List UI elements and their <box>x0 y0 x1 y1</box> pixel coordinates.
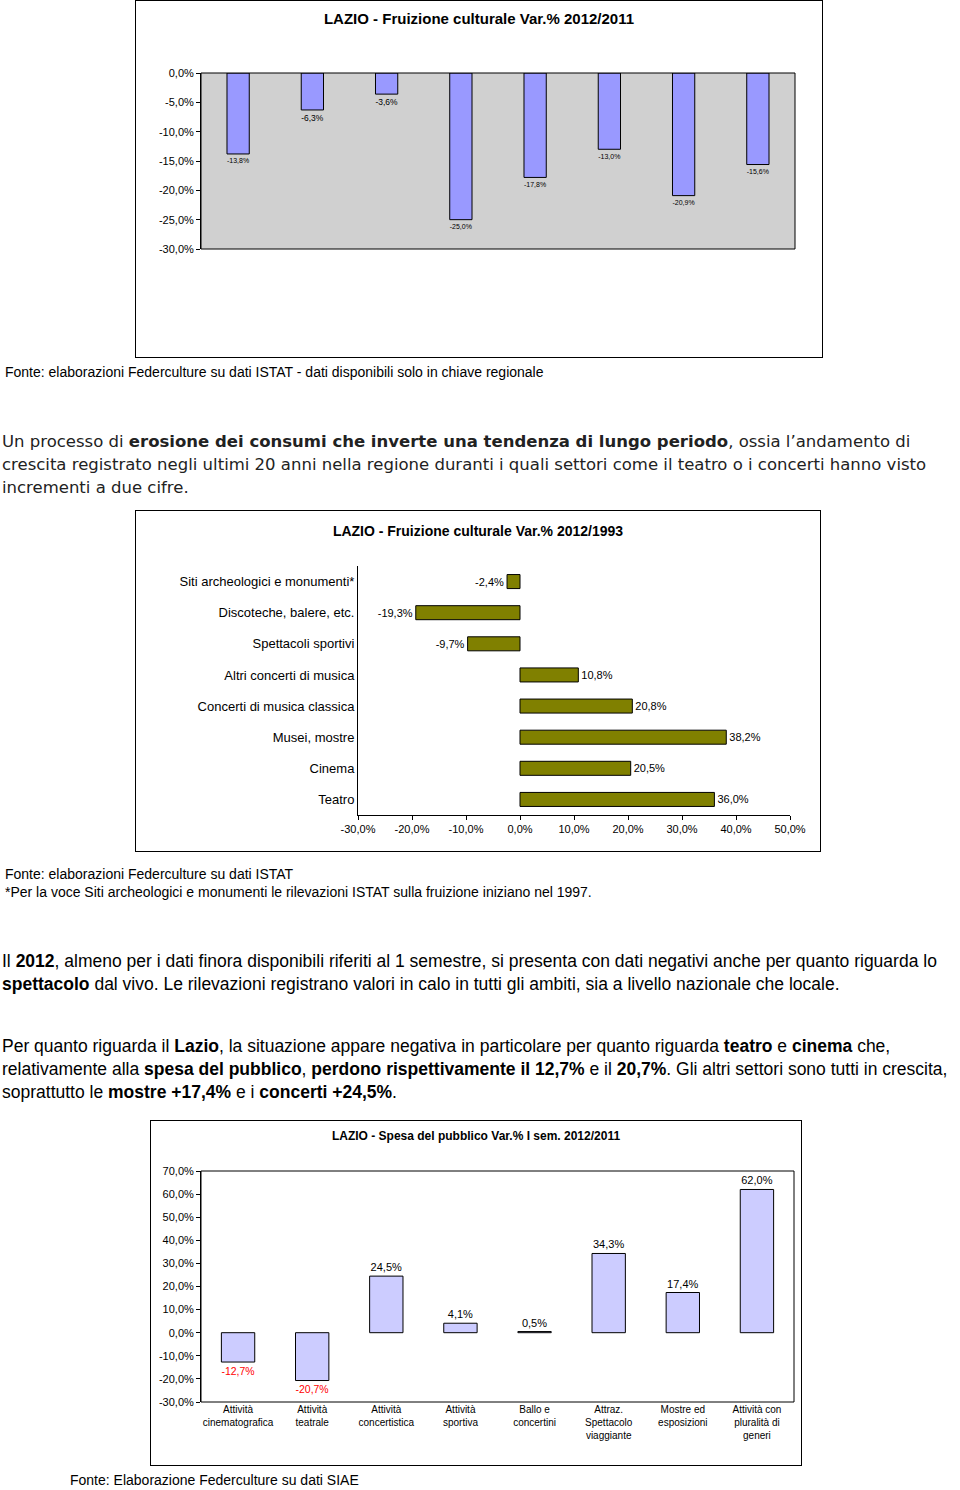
svg-text:30,0%: 30,0% <box>666 823 697 835</box>
svg-text:34,3%: 34,3% <box>593 1238 624 1250</box>
html-text:spettacolo dal vivo. Le rileva: spettacolo dal vivo. Le rilevazioni regi… <box>2 974 840 994</box>
svg-text:-20,0%: -20,0% <box>395 823 430 835</box>
svg-text:-30,0%: -30,0% <box>159 243 194 255</box>
svg-text:Attraz.Spettacoloviaggiante: Attraz.Spettacoloviaggiante <box>585 1404 633 1441</box>
svg-text:20,0%: 20,0% <box>612 823 643 835</box>
svg-text:-10,0%: -10,0% <box>159 126 194 138</box>
svg-text:-20,0%: -20,0% <box>159 184 194 196</box>
svg-text:50,0%: 50,0% <box>163 1211 194 1223</box>
svg-text:10,0%: 10,0% <box>163 1303 194 1315</box>
svg-text:-25,0%: -25,0% <box>450 223 472 230</box>
svg-text:Mostre edesposizioni: Mostre edesposizioni <box>658 1404 707 1428</box>
svg-text:Attivitàsportiva: Attivitàsportiva <box>443 1404 478 1428</box>
svg-text:-20,7%: -20,7% <box>296 1384 329 1395</box>
svg-text:0,0%: 0,0% <box>169 1327 194 1339</box>
svg-text:40,0%: 40,0% <box>720 823 751 835</box>
svg-text:36,0%: 36,0% <box>717 793 748 805</box>
svg-text:-9,7%: -9,7% <box>436 638 465 650</box>
svg-text:0,0%: 0,0% <box>169 67 194 79</box>
svg-text:Attivitàteatrale: Attivitàteatrale <box>296 1404 330 1428</box>
html-text:Fonte: elaborazioni Federcultu: Fonte: elaborazioni Federculture su dati… <box>5 866 294 882</box>
svg-text:Attivitàconcertistica: Attivitàconcertistica <box>359 1404 415 1428</box>
svg-text:70,0%: 70,0% <box>163 1165 194 1177</box>
svg-text:20,0%: 20,0% <box>163 1280 194 1292</box>
svg-text:-25,0%: -25,0% <box>159 214 194 226</box>
svg-text:24,5%: 24,5% <box>371 1261 402 1273</box>
svg-text:LAZIO - Fruizione culturale Va: LAZIO - Fruizione culturale Var.% 2012/2… <box>324 10 634 27</box>
svg-text:60,0%: 60,0% <box>163 1188 194 1200</box>
svg-text:-13,8%: -13,8% <box>227 157 249 164</box>
svg-text:20,8%: 20,8% <box>635 700 666 712</box>
html-text:*Per la voce Siti archeologici: *Per la voce Siti archeologici e monumen… <box>5 884 592 900</box>
svg-text:38,2%: 38,2% <box>729 731 760 743</box>
svg-text:4,1%: 4,1% <box>448 1308 473 1320</box>
svg-text:Discoteche, balere, etc.: Discoteche, balere, etc. <box>219 605 355 620</box>
svg-text:-20,0%: -20,0% <box>159 1373 194 1385</box>
svg-text:10,8%: 10,8% <box>581 669 612 681</box>
svg-text:Cinema: Cinema <box>310 761 356 776</box>
html-text:Il 2012, almeno per i dati fin: Il 2012, almeno per i dati finora dispon… <box>2 951 937 971</box>
svg-text:-20,9%: -20,9% <box>673 199 695 206</box>
svg-text:0,5%: 0,5% <box>522 1317 547 1329</box>
svg-text:-15,6%: -15,6% <box>747 168 769 175</box>
svg-text:-12,7%: -12,7% <box>221 1366 254 1377</box>
svg-text:Attività conpluralità digeneri: Attività conpluralità digeneri <box>732 1404 781 1441</box>
svg-text:Musei, mostre: Musei, mostre <box>273 730 355 745</box>
svg-text:Altri concerti di musica: Altri concerti di musica <box>224 667 355 682</box>
svg-text:Concerti di musica classica: Concerti di musica classica <box>198 699 356 714</box>
svg-text:LAZIO - Fruizione culturale Va: LAZIO - Fruizione culturale Var.% 2012/1… <box>333 523 623 539</box>
svg-text:Teatro: Teatro <box>318 792 354 807</box>
svg-text:40,0%: 40,0% <box>163 1234 194 1246</box>
svg-text:-10,0%: -10,0% <box>449 823 484 835</box>
svg-text:20,5%: 20,5% <box>634 762 665 774</box>
svg-text:-5,0%: -5,0% <box>165 96 194 108</box>
svg-text:-6,3%: -6,3% <box>301 113 324 123</box>
svg-text:-17,8%: -17,8% <box>524 181 546 188</box>
svg-text:62,0%: 62,0% <box>741 1174 772 1186</box>
svg-text:-2,4%: -2,4% <box>475 576 504 588</box>
svg-text:-13,0%: -13,0% <box>598 153 620 160</box>
svg-text:17,4%: 17,4% <box>667 1278 698 1290</box>
svg-text:-30,0%: -30,0% <box>159 1396 194 1408</box>
svg-text:Ballo econcertini: Ballo econcertini <box>513 1404 556 1428</box>
html-text:Fonte: Elaborazione Federcultu: Fonte: Elaborazione Federculture su dati… <box>70 1472 359 1488</box>
svg-text:30,0%: 30,0% <box>163 1257 194 1269</box>
svg-text:10,0%: 10,0% <box>558 823 589 835</box>
svg-text:-10,0%: -10,0% <box>159 1350 194 1362</box>
svg-text:50,0%: 50,0% <box>774 823 805 835</box>
svg-text:Attivitàcinematografica: Attivitàcinematografica <box>203 1404 274 1428</box>
svg-text:Spettacoli sportivi: Spettacoli sportivi <box>253 636 355 651</box>
svg-text:LAZIO - Spesa del pubblico Var: LAZIO - Spesa del pubblico Var.% I sem. … <box>332 1129 620 1143</box>
html-text:Per quanto riguarda il Lazio,: Per quanto riguarda il Lazio, la situazi… <box>2 1036 948 1102</box>
svg-text:Siti archeologici e monumenti*: Siti archeologici e monumenti* <box>180 574 355 589</box>
svg-text:-15,0%: -15,0% <box>159 155 194 167</box>
svg-text:-19,3%: -19,3% <box>378 607 413 619</box>
svg-text:-30,0%: -30,0% <box>341 823 376 835</box>
html-text:Fonte: elaborazioni Federcultu: Fonte: elaborazioni Federculture su dati… <box>5 364 544 380</box>
svg-text:0,0%: 0,0% <box>507 823 532 835</box>
svg-text:-3,6%: -3,6% <box>375 97 398 107</box>
html-text:Un processo di erosione dei co: Un processo di erosione dei consumi che … <box>2 432 927 497</box>
